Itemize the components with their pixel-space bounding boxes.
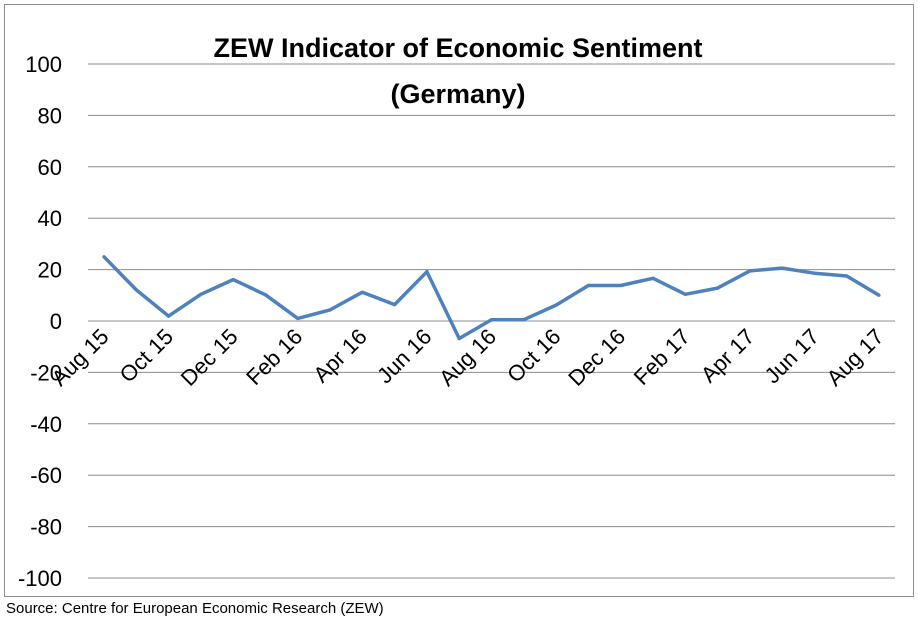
y-tick-label: 40 bbox=[38, 206, 62, 231]
line-chart: ZEW Indicator of Economic Sentiment (Ger… bbox=[18, 33, 895, 591]
chart-frame bbox=[4, 4, 914, 597]
chart-title: ZEW Indicator of Economic Sentiment bbox=[213, 33, 702, 63]
data-point bbox=[619, 283, 623, 288]
data-point bbox=[489, 318, 494, 322]
y-tick-label: -40 bbox=[30, 412, 62, 437]
data-point bbox=[134, 288, 138, 292]
x-tick-label: Dec 16 bbox=[563, 324, 630, 391]
data-point bbox=[586, 283, 590, 288]
data-point bbox=[231, 278, 235, 282]
y-tick-label: 20 bbox=[38, 258, 62, 283]
x-tick-label: Aug 17 bbox=[822, 324, 889, 391]
y-tick-label: 0 bbox=[50, 309, 62, 334]
data-point bbox=[748, 269, 752, 273]
data-point bbox=[166, 314, 171, 318]
x-tick-label: Oct 15 bbox=[115, 324, 179, 388]
y-tick-label: 100 bbox=[25, 52, 62, 77]
data-point bbox=[199, 292, 203, 296]
y-tick-label: -80 bbox=[30, 515, 62, 540]
data-point bbox=[780, 266, 784, 270]
x-tick-label: Jun 17 bbox=[760, 324, 824, 388]
data-point bbox=[457, 336, 461, 341]
x-tick-label: Dec 15 bbox=[176, 324, 243, 391]
data-point bbox=[360, 290, 364, 294]
data-point bbox=[522, 318, 526, 322]
x-tick-label: Jun 16 bbox=[372, 324, 436, 388]
x-tick-label: Oct 16 bbox=[502, 324, 566, 388]
data-point bbox=[683, 292, 687, 296]
chart-subtitle: (Germany) bbox=[390, 79, 525, 109]
data-point bbox=[877, 293, 881, 297]
data-point bbox=[812, 271, 817, 275]
data-point bbox=[296, 316, 300, 321]
x-tick-label: Apr 16 bbox=[308, 324, 372, 388]
data-point bbox=[845, 274, 849, 278]
y-tick-label: 60 bbox=[38, 155, 62, 180]
data-point bbox=[554, 303, 558, 307]
data-point bbox=[651, 276, 655, 280]
x-tick-label: Feb 16 bbox=[241, 324, 307, 390]
x-tick-label: Feb 17 bbox=[629, 324, 695, 390]
x-tick-label: Apr 17 bbox=[696, 324, 760, 388]
y-tick-label: -100 bbox=[18, 566, 62, 591]
y-tick-label: 80 bbox=[38, 103, 62, 128]
y-tick-label: -20 bbox=[30, 360, 62, 385]
y-tick-label: -60 bbox=[30, 463, 62, 488]
data-point bbox=[263, 293, 268, 297]
data-point bbox=[393, 302, 397, 307]
data-point bbox=[715, 286, 720, 290]
data-point bbox=[425, 270, 429, 274]
source-note: Source: Centre for European Economic Res… bbox=[6, 600, 384, 617]
data-point bbox=[328, 308, 332, 312]
series-line bbox=[102, 255, 880, 341]
data-point bbox=[102, 255, 106, 259]
